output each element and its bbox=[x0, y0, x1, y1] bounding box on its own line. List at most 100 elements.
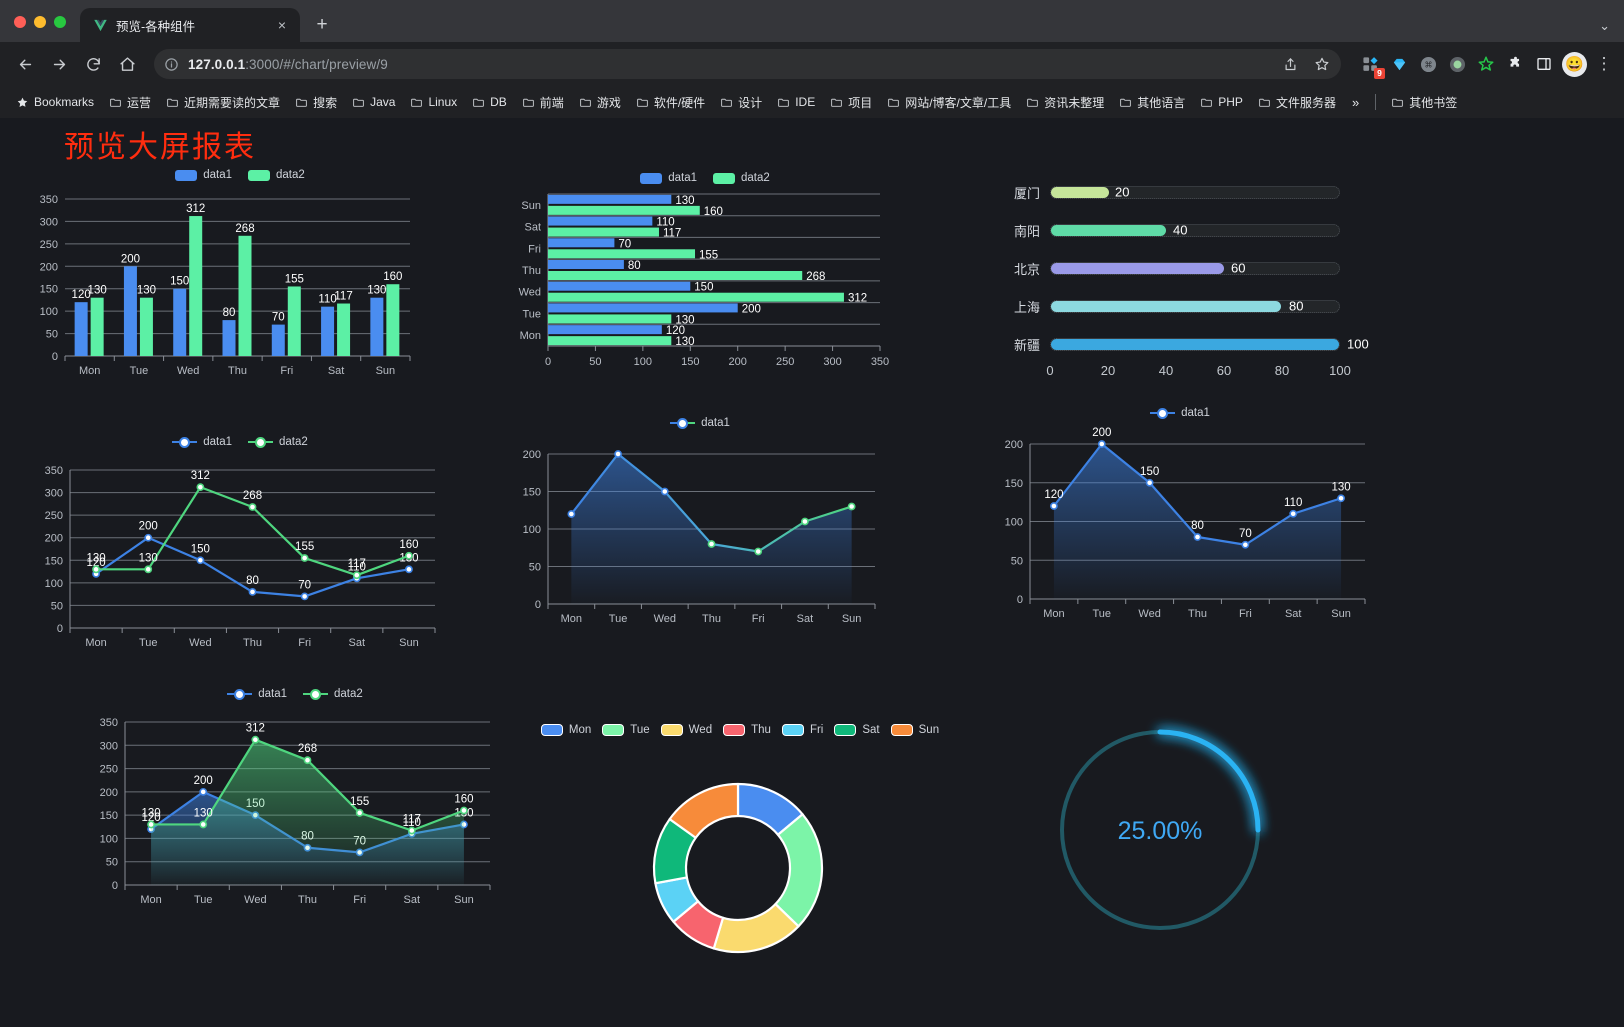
reload-icon[interactable] bbox=[78, 49, 108, 79]
legend-label: data2 bbox=[279, 436, 308, 448]
data-point bbox=[1289, 509, 1298, 518]
legend-line-icon bbox=[670, 417, 696, 429]
bookmark-folder[interactable]: DB bbox=[466, 92, 513, 112]
axis-tick-label: Mon bbox=[79, 365, 100, 377]
bookmark-folder[interactable]: 网站/博客/文章/工具 bbox=[881, 91, 1017, 114]
bookmarks-manager-button[interactable]: Bookmarks bbox=[10, 92, 100, 112]
bookmark-folder[interactable]: 其他语言 bbox=[1113, 91, 1191, 114]
new-tab-button[interactable]: + bbox=[316, 14, 328, 35]
puzzle-extensions-icon[interactable] bbox=[1504, 53, 1526, 75]
legend-item-data1[interactable]: data1 bbox=[175, 169, 232, 181]
folder-icon bbox=[295, 96, 308, 109]
legend-item[interactable]: Fri bbox=[781, 724, 823, 736]
minimize-window-button[interactable] bbox=[34, 16, 46, 28]
bookmark-folder[interactable]: 搜索 bbox=[289, 91, 343, 114]
axis-tick-label: Thu bbox=[1188, 608, 1207, 620]
axis-tick-label: Wed bbox=[519, 287, 541, 299]
tab-strip: 预览-各种组件 × + ⌄ bbox=[0, 0, 1624, 42]
back-arrow-icon[interactable] bbox=[10, 49, 40, 79]
legend-item-data2[interactable]: data2 bbox=[248, 436, 308, 448]
bookmarks-overflow-button[interactable]: » bbox=[1351, 94, 1360, 110]
diamond-extension-icon[interactable] bbox=[1388, 53, 1410, 75]
bookmark-folder[interactable]: IDE bbox=[771, 92, 821, 112]
progress-track: 80 bbox=[1050, 299, 1340, 314]
url-text: 127.0.0.1:3000/#/chart/preview/9 bbox=[188, 57, 388, 72]
star-green-extension-icon[interactable] bbox=[1475, 53, 1497, 75]
donut-legend: Mon Tue Wed Thu Fri Sat Sun bbox=[500, 724, 980, 736]
progress-fill bbox=[1051, 224, 1167, 236]
bookmark-folder[interactable]: 近期需要读的文章 bbox=[160, 91, 286, 114]
legend-swatch-icon bbox=[834, 724, 857, 736]
legend-label: Sat bbox=[862, 724, 880, 736]
chevron-down-icon[interactable]: ⌄ bbox=[1599, 18, 1610, 33]
axis-tick-label: 300 bbox=[40, 216, 58, 228]
legend-item-data2[interactable]: data2 bbox=[303, 688, 363, 700]
line-chart-two-series-panel: data1 data2 0 50 100 150 200 250 300 350 Mon Tue W… bbox=[20, 428, 460, 678]
maximize-window-button[interactable] bbox=[54, 16, 66, 28]
legend-item[interactable]: Wed bbox=[660, 724, 712, 736]
share-icon[interactable] bbox=[1275, 49, 1305, 79]
star-icon[interactable] bbox=[1307, 49, 1337, 79]
folder-icon bbox=[109, 96, 122, 109]
window-controls bbox=[0, 16, 80, 42]
bookmark-folder[interactable]: 文件服务器 bbox=[1252, 91, 1342, 114]
forward-arrow-icon[interactable] bbox=[44, 49, 74, 79]
address-bar[interactable]: 127.0.0.1:3000/#/chart/preview/9 bbox=[154, 49, 1341, 79]
close-tab-button[interactable]: × bbox=[277, 17, 287, 33]
axis-tick-label: Mon bbox=[1043, 608, 1064, 620]
axis-tick-label: 300 bbox=[100, 740, 118, 752]
progress-value: 40 bbox=[1173, 222, 1188, 238]
data-label: 150 bbox=[191, 543, 210, 555]
bar bbox=[548, 216, 653, 226]
bookmark-folder[interactable]: 软件/硬件 bbox=[630, 91, 711, 114]
bookmark-folder[interactable]: Java bbox=[346, 92, 401, 112]
data-label: 120 bbox=[666, 325, 685, 337]
browser-tab[interactable]: 预览-各种组件 × bbox=[80, 8, 300, 42]
legend-item[interactable]: Mon bbox=[540, 724, 591, 736]
grid-extension-icon[interactable]: 9 bbox=[1359, 53, 1385, 79]
pie-slice[interactable] bbox=[668, 782, 740, 839]
legend-item[interactable]: Thu bbox=[723, 724, 771, 736]
bookmark-folder[interactable]: 前端 bbox=[516, 91, 570, 114]
home-icon[interactable] bbox=[112, 49, 142, 79]
bookmark-folder[interactable]: 资讯未整理 bbox=[1020, 91, 1110, 114]
legend-item-data1[interactable]: data1 bbox=[1150, 407, 1210, 419]
bookmark-folder-label: 搜索 bbox=[313, 95, 338, 110]
circle-extension-icon[interactable] bbox=[1446, 53, 1468, 75]
axis-tick-label: Sat bbox=[524, 222, 541, 234]
folder-icon bbox=[166, 96, 179, 109]
bookmark-folder[interactable]: 运营 bbox=[103, 91, 157, 114]
bookmark-folder[interactable]: 设计 bbox=[714, 91, 768, 114]
other-bookmarks-folder[interactable]: 其他书签 bbox=[1385, 91, 1463, 114]
bookmark-folder[interactable]: 项目 bbox=[824, 91, 878, 114]
omnibox-actions bbox=[1275, 49, 1337, 79]
area-chart-two-series-panel: data1 data2 0 50 100 150 200 250 300 350 Mon Tue W… bbox=[75, 680, 515, 940]
axis-tick-label: 150 bbox=[523, 487, 541, 499]
data-point bbox=[196, 556, 205, 565]
info-circle-icon[interactable] bbox=[164, 57, 179, 72]
legend-item[interactable]: Sat bbox=[834, 724, 880, 736]
data-label: 70 bbox=[1239, 528, 1252, 540]
profile-avatar[interactable]: 😀 bbox=[1562, 51, 1587, 77]
legend-item[interactable]: Sun bbox=[890, 724, 939, 736]
progress-axis: 0 20 40 60 80 100 bbox=[1046, 363, 1350, 383]
legend-item-data1[interactable]: data1 bbox=[227, 688, 287, 700]
legend-item[interactable]: Tue bbox=[602, 724, 650, 736]
data-point bbox=[407, 826, 416, 835]
axis-tick-label: 150 bbox=[100, 810, 118, 822]
legend-item-data2[interactable]: data2 bbox=[713, 172, 770, 184]
bookmark-folder[interactable]: PHP bbox=[1194, 92, 1249, 112]
bookmark-folder[interactable]: Linux bbox=[404, 92, 463, 112]
legend-item-data1[interactable]: data1 bbox=[640, 172, 697, 184]
sidepanel-icon[interactable] bbox=[1533, 53, 1555, 75]
bookmark-folder[interactable]: 游戏 bbox=[573, 91, 627, 114]
data-label: 120 bbox=[1044, 489, 1063, 501]
close-window-button[interactable] bbox=[14, 16, 26, 28]
legend-item-data2[interactable]: data2 bbox=[248, 169, 305, 181]
progress-row: 南阳 40 bbox=[990, 211, 1390, 249]
kebab-menu-icon[interactable]: ⋮ bbox=[1595, 53, 1613, 73]
legend-item-data1[interactable]: data1 bbox=[172, 436, 232, 448]
legend-item-data1[interactable]: data1 bbox=[670, 417, 730, 429]
command-extension-icon[interactable]: ⌘ bbox=[1417, 53, 1439, 75]
data-label: 160 bbox=[704, 206, 723, 218]
